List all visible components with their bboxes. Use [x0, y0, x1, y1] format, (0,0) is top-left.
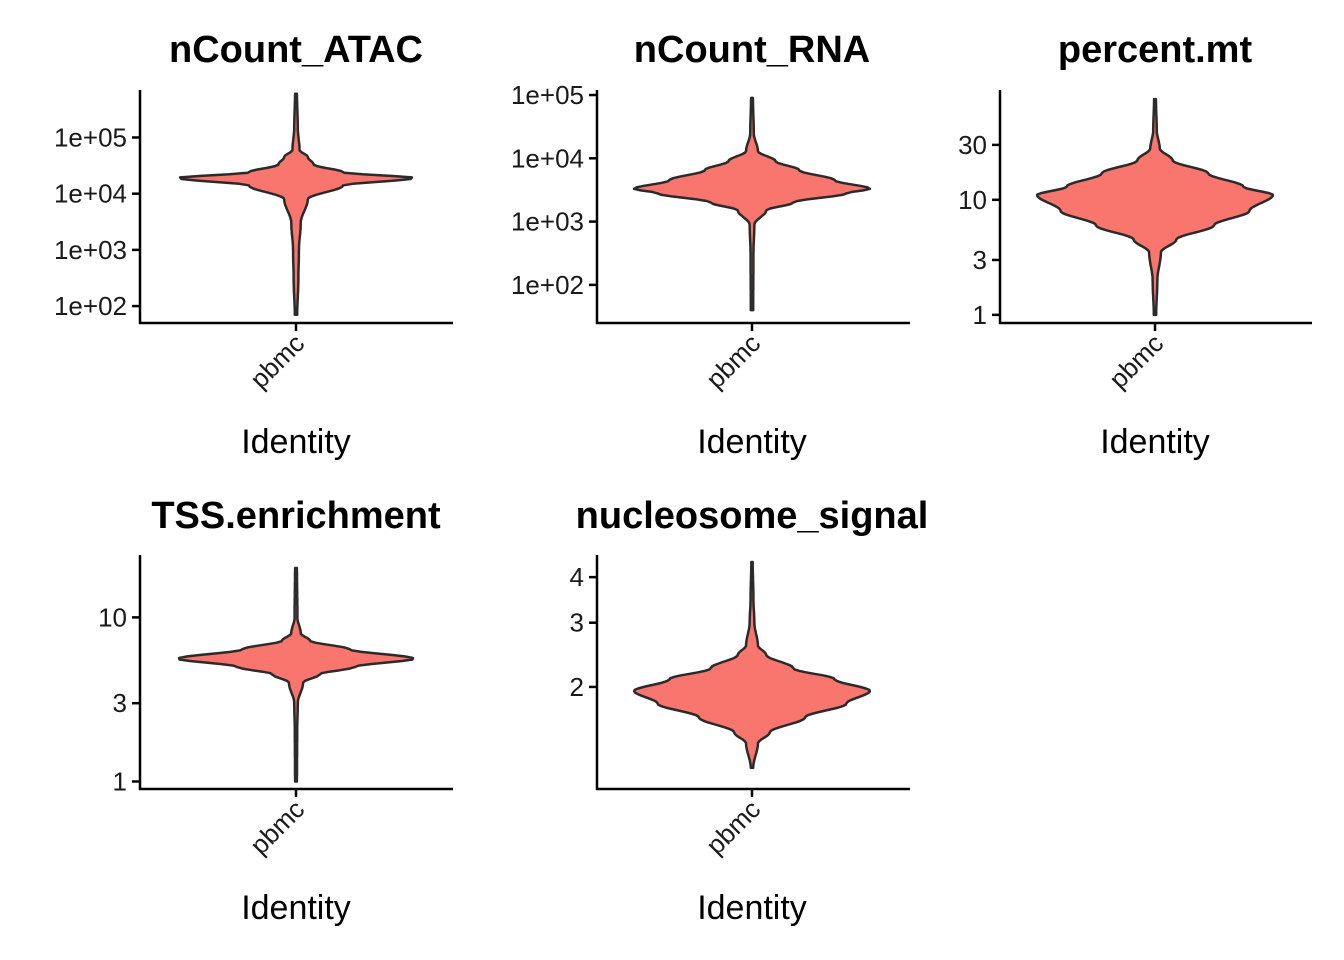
panel-title: TSS.enrichment: [151, 495, 441, 537]
y-tick-label: 1: [973, 300, 987, 330]
x-axis-title: Identity: [241, 889, 351, 927]
y-tick-label: 30: [958, 130, 987, 160]
violin-pbmc: [1035, 97, 1275, 317]
panel-title: nCount_RNA: [634, 29, 870, 71]
chart-panel: TSS.enrichment 1 3 10 pbmc Identity: [98, 495, 453, 927]
violin-pbmc: [178, 92, 414, 317]
x-axis-title: Identity: [1100, 423, 1210, 461]
x-category-label: pbmc: [700, 794, 766, 860]
chart-panel: nucleosome_signal 2 3 4 pbmc Identity: [570, 495, 929, 927]
y-tick-label: 1e+05: [54, 122, 127, 152]
chart-panel: nCount_ATAC 1e+02 1e+03 1e+04 1e+05 pbmc Ident…: [54, 29, 453, 461]
x-category-label: pbmc: [700, 328, 766, 394]
x-axis-title: Identity: [241, 423, 351, 461]
panel-title: nucleosome_signal: [576, 495, 929, 537]
violin-pbmc: [632, 560, 872, 770]
y-tick-label: 1: [113, 766, 127, 796]
y-tick-label: 1e+02: [511, 270, 584, 300]
y-tick-label: 1e+02: [54, 291, 127, 321]
y-tick-label: 10: [98, 602, 127, 632]
panel-title: percent.mt: [1058, 29, 1253, 71]
panel-title: nCount_ATAC: [169, 29, 423, 71]
y-tick-label: 1e+03: [511, 207, 584, 237]
x-axis-title: Identity: [697, 423, 807, 461]
x-category-label: pbmc: [244, 794, 310, 860]
violin-pbmc: [632, 96, 872, 312]
chart-panel: nCount_RNA 1e+02 1e+03 1e+04 1e+05 pbmc Identi…: [511, 29, 910, 461]
y-tick-label: 2: [570, 672, 584, 702]
y-tick-label: 1e+04: [511, 143, 584, 173]
y-tick-label: 3: [973, 245, 987, 275]
y-tick-label: 3: [113, 688, 127, 718]
x-axis-title: Identity: [697, 889, 807, 927]
y-tick-label: 4: [570, 562, 584, 592]
y-tick-label: 1e+04: [54, 179, 127, 209]
x-category-label: pbmc: [1103, 328, 1169, 394]
chart-panel: percent.mt 1 3 10 30 pbmc Identity: [958, 29, 1312, 461]
violin-pbmc: [177, 566, 415, 783]
x-category-label: pbmc: [244, 328, 310, 394]
y-tick-label: 1e+05: [511, 80, 584, 110]
y-tick-label: 10: [958, 185, 987, 215]
y-tick-label: 3: [570, 608, 584, 638]
y-tick-label: 1e+03: [54, 235, 127, 265]
